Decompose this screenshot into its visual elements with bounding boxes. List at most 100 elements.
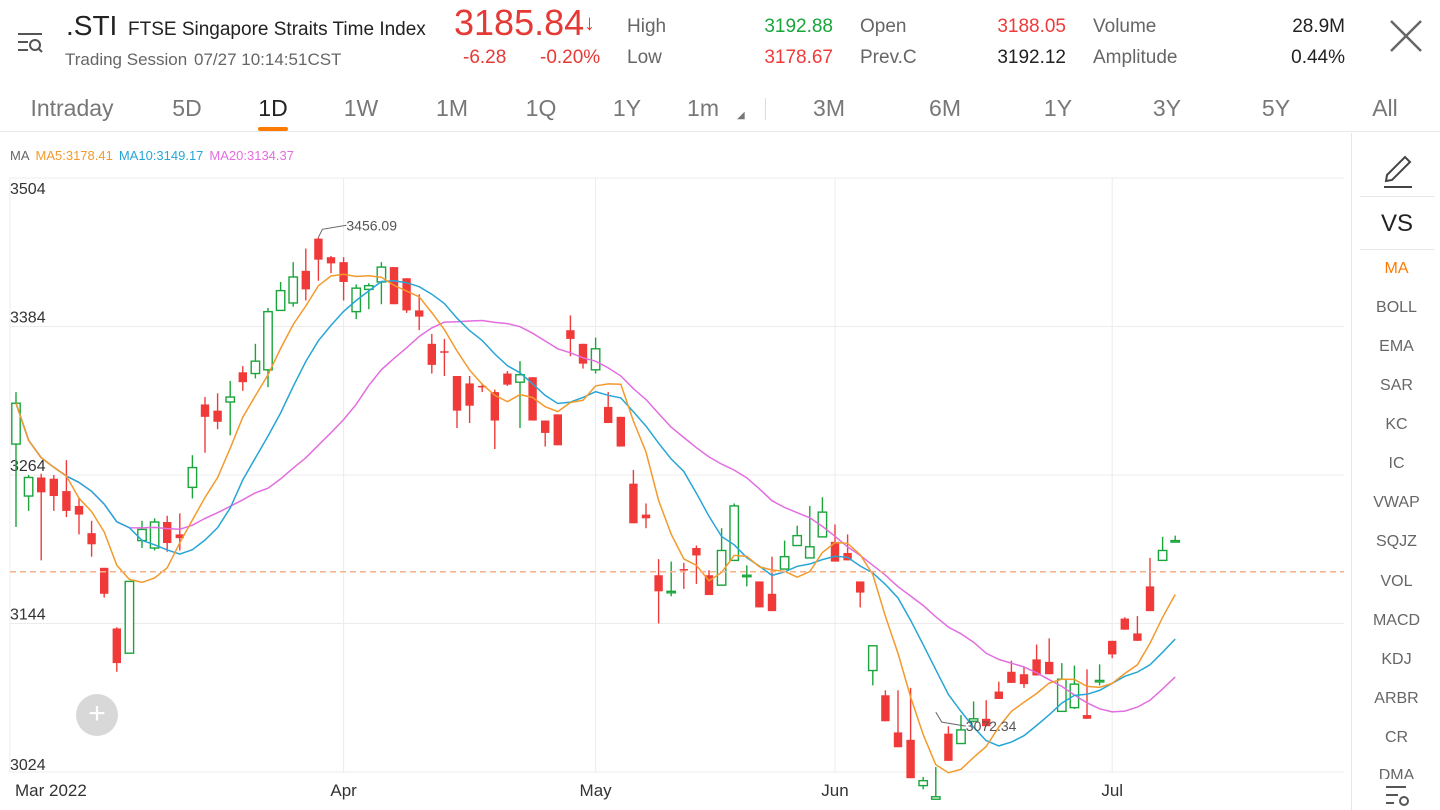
tab-1y-range[interactable]: 1Y [1043, 95, 1073, 121]
candle-body [792, 534, 803, 547]
tab-1y[interactable]: 1Y [612, 95, 642, 121]
tab-1min-dropdown[interactable]: 1m [687, 95, 719, 121]
candle-body [930, 796, 941, 800]
candle-body [629, 483, 638, 524]
candle-body [49, 478, 58, 497]
indicator-vwap[interactable]: VWAP [1373, 494, 1420, 511]
tab-divider [765, 98, 766, 120]
candle-body [755, 581, 764, 608]
indicator-sqjz[interactable]: SQJZ [1376, 533, 1417, 550]
candle-body [604, 406, 613, 424]
indicator-ema[interactable]: EMA [1379, 338, 1414, 355]
amplitude-label: Amplitude [1093, 47, 1178, 68]
candle-body [679, 569, 688, 571]
menu-search-icon[interactable] [16, 30, 44, 54]
indicator-sar[interactable]: SAR [1380, 377, 1413, 394]
session-time: 07/27 10:14:51CST [194, 50, 342, 69]
candlestick-chart[interactable]: MA MA5:3178.41 MA10:3149.17 MA20:3134.37 35… [0, 133, 1350, 810]
ma5-line [15, 273, 1176, 774]
candle-body [339, 262, 348, 282]
indicator-cr[interactable]: CR [1384, 729, 1409, 746]
tab-6m[interactable]: 6M [929, 95, 961, 121]
low-value: 3178.67 [764, 47, 833, 68]
indicator-macd[interactable]: MACD [1372, 612, 1421, 629]
indicator-arbr[interactable]: ARBR [1374, 690, 1419, 707]
ma10-legend: MA10:3149.17 [118, 148, 204, 163]
indicator-dma[interactable]: DMA [1378, 767, 1415, 779]
indicator-boll[interactable]: BOLL [1376, 299, 1417, 316]
tab-intraday[interactable]: Intraday [30, 95, 114, 121]
high-value: 3192.88 [764, 16, 833, 37]
candle-body [62, 491, 71, 511]
tab-1q[interactable]: 1Q [525, 95, 557, 121]
tab-3m[interactable]: 3M [813, 95, 845, 121]
candle-body [326, 257, 336, 264]
candle-body [440, 351, 449, 353]
amplitude-value: 0.44% [1291, 47, 1345, 68]
tab-3y[interactable]: 3Y [1152, 95, 1182, 121]
tab-5d[interactable]: 5D [172, 95, 202, 121]
tab-1m[interactable]: 1M [436, 95, 468, 121]
candle-body [175, 534, 184, 539]
y-axis-tick-label: 3384 [10, 310, 46, 327]
candle-body [225, 396, 236, 403]
candle-body [263, 310, 273, 371]
candle-body [314, 238, 323, 260]
prev-close-label: Prev.C [860, 47, 917, 68]
dropdown-triangle-icon[interactable]: ◢ [737, 110, 745, 121]
compare-vs-button[interactable]: VS [1360, 198, 1434, 250]
tab-1d[interactable]: 1D [258, 95, 288, 121]
open-label: Open [860, 16, 907, 37]
pencil-icon [1384, 155, 1412, 188]
candle-body [515, 374, 525, 383]
candle-body [1045, 661, 1054, 675]
y-axis-tick-label: 3144 [10, 607, 46, 624]
candle-body [402, 278, 411, 311]
indicator-ic[interactable]: IC [1388, 455, 1405, 472]
candle-body [213, 410, 222, 422]
candle-body [415, 310, 424, 317]
candle-body [301, 270, 310, 290]
candle-body [1094, 679, 1105, 683]
period-tabs: Intraday 5D 1D 1W 1M 1Q 1Y 1m ◢ 3M 6M 1Y… [0, 86, 1440, 132]
candle-body [87, 533, 96, 545]
candle-body [427, 343, 436, 365]
candle-body [490, 392, 499, 421]
quote-header: .STI FTSE Singapore Straits Time Index T… [0, 0, 1440, 86]
min-marker-leader [935, 711, 966, 727]
candle-body [767, 593, 777, 612]
ma10-line [15, 279, 1176, 747]
candle-body [616, 416, 625, 447]
tab-5y[interactable]: 5Y [1261, 95, 1291, 121]
candle-body [124, 580, 135, 654]
tab-all[interactable]: All [1372, 95, 1398, 121]
candle-body [704, 575, 714, 596]
candle-body [578, 343, 588, 364]
candle-body [503, 373, 512, 385]
settings-gear-icon[interactable] [1380, 783, 1414, 809]
candle-body [692, 548, 701, 556]
candle-body [741, 574, 752, 578]
candle-body [566, 330, 575, 339]
indicator-ma[interactable]: MA [1384, 260, 1409, 277]
indicator-vol[interactable]: VOL [1380, 573, 1413, 590]
ma-legend: MA MA5:3178.41 MA10:3149.17 MA20:3134.37 [10, 148, 300, 163]
tab-1w[interactable]: 1W [343, 95, 379, 121]
candle-body [238, 372, 247, 383]
candle-body [74, 505, 84, 515]
candle-body [1082, 715, 1092, 719]
indicator-kdj[interactable]: KDJ [1381, 651, 1412, 668]
draw-button[interactable] [1360, 137, 1434, 197]
candle-body [944, 733, 953, 761]
y-axis-tick-label: 3024 [10, 757, 46, 774]
candle-body [1108, 640, 1117, 655]
close-icon[interactable] [1388, 18, 1424, 54]
indicator-kc[interactable]: KC [1385, 416, 1408, 433]
max-marker-label: 3456.09 [346, 217, 397, 233]
candle-body [1032, 659, 1041, 676]
candle-body [590, 348, 601, 371]
high-label: High [627, 16, 667, 37]
add-plus-button[interactable]: + [76, 694, 118, 736]
chart-canvas[interactable]: 3504 3384 3264 3144 3024 Mar 2022 Apr May Jun Jul… [0, 133, 1350, 810]
ma20-legend: MA20:3134.37 [209, 148, 294, 163]
